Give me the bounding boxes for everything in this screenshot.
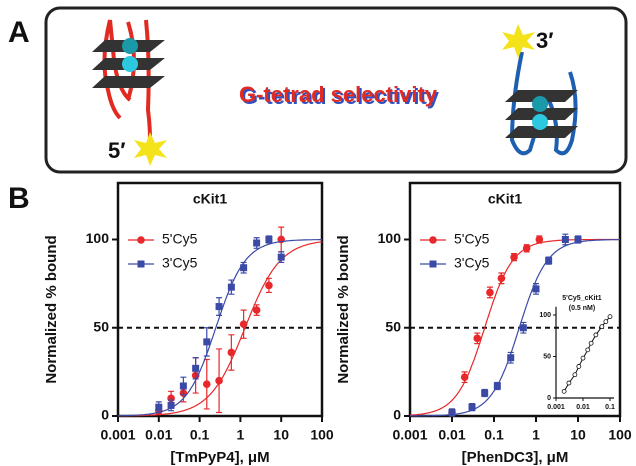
inset-point xyxy=(599,324,605,330)
data-point xyxy=(574,235,582,243)
inset-y-tick-label: 100 xyxy=(539,312,551,319)
x-axis-title: [PhenDC3], μM xyxy=(462,449,569,466)
data-point xyxy=(468,403,476,411)
data-point xyxy=(481,389,489,397)
end-label: 5′ xyxy=(108,138,126,163)
inset-point xyxy=(580,355,586,361)
legend-marker xyxy=(429,260,437,268)
legend-marker xyxy=(429,236,437,244)
inset-x-tick-label: 0.1 xyxy=(605,404,615,411)
data-point xyxy=(510,253,518,261)
y-axis-title: Normalized % bound xyxy=(335,235,352,383)
x-tick-label: 0.001 xyxy=(392,427,427,443)
x-tick-label: 1 xyxy=(237,427,245,443)
x-tick-label: 0.01 xyxy=(145,427,172,443)
inset-subtitle: (0.5 nM) xyxy=(569,305,595,312)
title-shadow: G-tetrad selectivity xyxy=(241,84,440,109)
x-axis-title: [TmPyP4], μM xyxy=(170,449,269,466)
inset-point xyxy=(588,340,594,346)
data-point xyxy=(227,348,236,357)
chart-title: cKit1 xyxy=(193,191,227,207)
inset-point xyxy=(576,364,582,369)
panel-label: A xyxy=(8,16,30,49)
x-tick-label: 0.1 xyxy=(484,427,504,443)
data-point xyxy=(167,401,175,409)
plot-frame xyxy=(116,181,324,418)
data-point xyxy=(277,253,285,261)
data-point xyxy=(519,324,527,332)
data-point xyxy=(473,334,482,343)
inset-point xyxy=(593,332,599,338)
data-point xyxy=(240,264,248,272)
y-tick-label: 0 xyxy=(393,407,401,423)
legend-label: 3'Cy5 xyxy=(454,255,490,271)
x-tick-label: 100 xyxy=(310,427,334,443)
data-point xyxy=(497,274,506,283)
inset-y-tick-label: 50 xyxy=(543,353,551,360)
data-point xyxy=(253,239,261,247)
fit-curve xyxy=(118,241,323,417)
data-point xyxy=(460,373,469,381)
data-point xyxy=(507,354,515,362)
x-tick-label: 1 xyxy=(532,427,540,443)
data-point xyxy=(239,320,248,329)
data-point xyxy=(535,235,544,244)
inset-y-tick-label: 0 xyxy=(547,395,551,402)
fit-curve xyxy=(410,239,620,417)
quadruplex-left xyxy=(92,19,167,166)
legend-label: 5'Cy5 xyxy=(162,231,198,247)
y-tick-label: 0 xyxy=(101,407,109,423)
legend-marker xyxy=(137,260,145,268)
data-point xyxy=(252,306,261,314)
x-tick-label: 10 xyxy=(273,427,289,443)
legend-label: 5'Cy5 xyxy=(454,231,490,247)
chart-title: cKit1 xyxy=(488,191,522,207)
plot-frame xyxy=(408,181,622,418)
quadruplex-right xyxy=(502,24,578,156)
x-tick-label: 0.1 xyxy=(190,427,210,443)
data-point xyxy=(179,382,187,390)
data-point xyxy=(522,244,531,253)
data-point xyxy=(545,257,553,265)
inset-point xyxy=(607,314,613,320)
data-point xyxy=(448,408,456,416)
data-point xyxy=(265,281,273,290)
y-tick-label: 100 xyxy=(86,230,110,246)
x-tick-label: 100 xyxy=(608,427,632,443)
data-point xyxy=(215,376,223,385)
inset-point xyxy=(585,347,591,353)
inset-x-tick-label: 0.01 xyxy=(576,404,590,411)
y-tick-label: 100 xyxy=(378,230,402,246)
y-axis-title: Normalized % bound xyxy=(43,235,60,383)
y-tick-label: 50 xyxy=(385,318,401,334)
inset-point xyxy=(566,380,572,386)
panel-title: G-tetrad selectivity xyxy=(239,82,438,107)
x-tick-label: 0.01 xyxy=(438,427,465,443)
data-point xyxy=(202,380,211,389)
data-point xyxy=(155,403,163,411)
legend-label: 3'Cy5 xyxy=(162,255,198,271)
x-tick-label: 0.001 xyxy=(100,427,135,443)
data-point xyxy=(203,338,211,346)
panel-frame xyxy=(44,6,628,174)
panel-label: B xyxy=(8,182,30,215)
inset-point xyxy=(572,372,578,378)
data-point xyxy=(493,382,501,390)
data-point xyxy=(227,283,235,291)
y-tick-label: 50 xyxy=(93,318,109,334)
x-tick-label: 10 xyxy=(570,427,586,443)
data-point xyxy=(215,303,223,311)
data-point xyxy=(561,235,569,243)
legend-marker xyxy=(137,236,145,244)
inset-title: 5'Cy5_cKit1 xyxy=(562,295,602,302)
inset-point xyxy=(603,319,609,325)
data-point xyxy=(265,235,273,243)
inset-x-tick-label: 0.001 xyxy=(547,404,565,411)
data-point xyxy=(532,285,540,293)
data-point xyxy=(486,288,494,297)
data-point xyxy=(192,364,200,372)
end-label: 3′ xyxy=(536,28,554,53)
inset-point xyxy=(561,388,567,394)
